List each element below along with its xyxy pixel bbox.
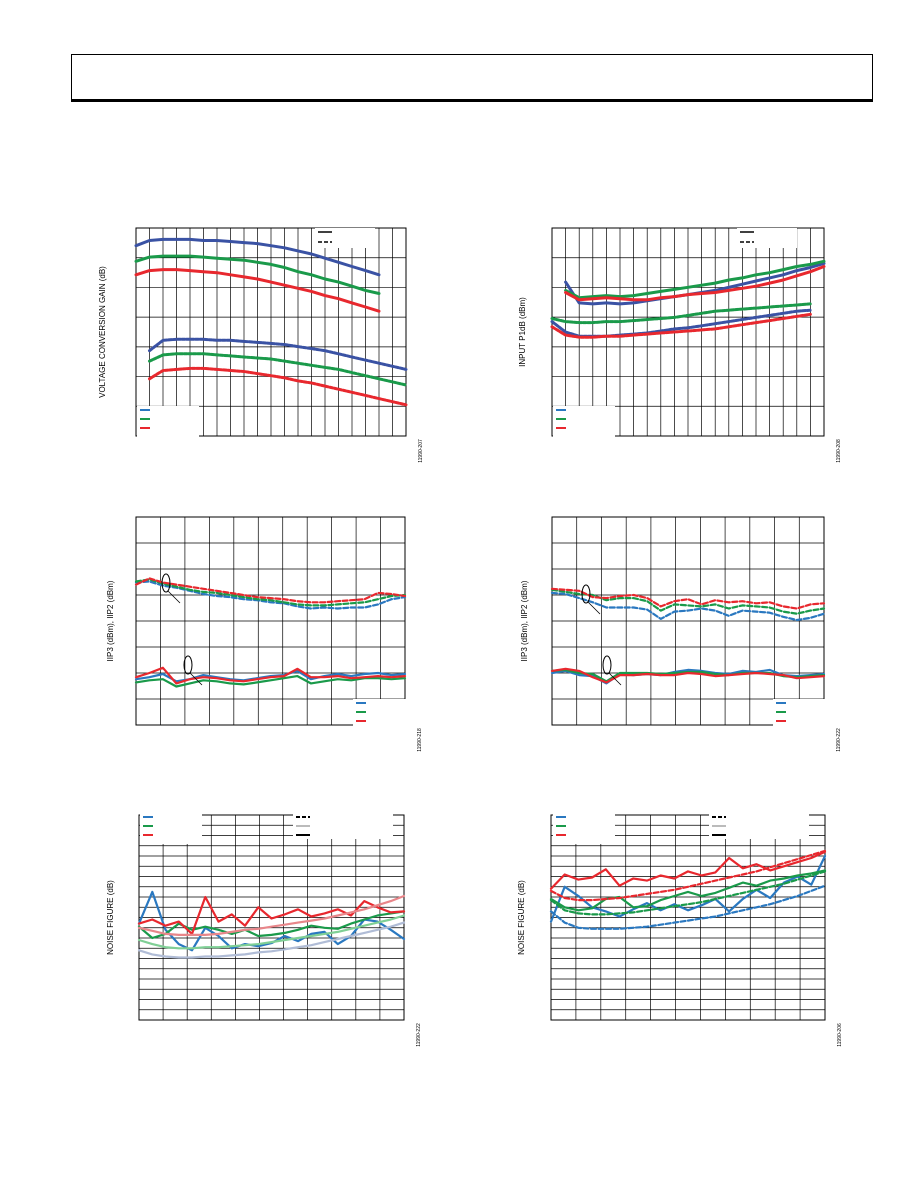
chart-6: NOISE FIGURE (dB) 11990-206: [517, 813, 843, 1047]
series-line-6: [550, 667, 826, 684]
plot-frame: [551, 516, 825, 726]
series-line-2: [134, 254, 381, 295]
plot-frame: [550, 814, 826, 1021]
figure-code: 11990-207: [418, 439, 424, 463]
annotation-ellipse: [602, 655, 612, 675]
figure-code: 11990-222: [836, 728, 842, 752]
series-line-4: [137, 894, 406, 937]
legend: [553, 813, 615, 844]
annotation-leader: [587, 601, 601, 615]
chart-4: IIP3 (dBm), IIP2 (dBm) 11990-222: [520, 516, 842, 752]
annotation-ellipse: [581, 584, 591, 604]
annotation-ellipse: [161, 573, 171, 593]
line-style-legend: [315, 228, 375, 248]
series-line-3: [564, 265, 826, 302]
legend: [553, 406, 615, 437]
y-axis-label: NOISE FIGURE (dB): [517, 880, 526, 955]
series-line-3: [137, 895, 406, 936]
series-line-6: [549, 849, 827, 902]
series-line-3: [134, 268, 381, 313]
series-line-2: [564, 259, 826, 300]
figure-code: 11990-206: [837, 1023, 843, 1047]
chart-3: IIP3 (dBm), IIP2 (dBm) 11990-218: [106, 516, 423, 752]
chart-1: VOLTAGE CONVERSION GAIN (dB) 11990-207: [98, 227, 424, 463]
series-line-4: [148, 337, 408, 371]
annotation-leader: [167, 590, 181, 604]
series-line-6: [134, 666, 407, 685]
series-line-4: [549, 884, 827, 930]
figure-code: 11990-222: [416, 1023, 422, 1047]
line-style-legend: [293, 813, 393, 839]
series-line-5: [550, 302, 812, 325]
series-line-5: [134, 674, 407, 688]
line-style-legend: [737, 228, 797, 248]
series-line-6: [148, 366, 408, 407]
chart-2: INPUT P1dB (dBm) 11990-208: [518, 227, 842, 463]
series-line-5: [137, 921, 406, 959]
series-line-3: [549, 850, 827, 890]
y-axis-label: IIP3 (dBm), IIP2 (dBm): [520, 580, 529, 661]
page-header-box: [71, 54, 873, 102]
series-line-5: [148, 352, 408, 387]
grid: [136, 228, 406, 436]
annotation-ellipse: [183, 655, 193, 675]
plot-frame: [135, 227, 407, 437]
legend: [773, 699, 835, 730]
series-line-2: [134, 578, 407, 607]
plot-frame: [138, 814, 405, 1021]
plot-frame: [135, 516, 406, 726]
y-axis-label: INPUT P1dB (dBm): [518, 297, 527, 367]
y-axis-label: VOLTAGE CONVERSION GAIN (dB): [98, 266, 107, 398]
legend: [140, 813, 202, 844]
chart-5: NOISE FIGURE (dB) 11990-222: [106, 813, 422, 1047]
plot-frame: [551, 227, 825, 437]
series-line-2: [549, 869, 827, 912]
series-line-1: [550, 591, 826, 622]
grid: [551, 815, 825, 1020]
figure-code: 11990-208: [836, 439, 842, 463]
series-line-3: [134, 577, 407, 604]
series-line-1: [549, 854, 827, 923]
legend: [353, 699, 415, 730]
series-line-3: [550, 587, 826, 610]
y-axis-label: IIP3 (dBm), IIP2 (dBm): [106, 580, 115, 661]
figure-code: 11990-218: [417, 728, 423, 752]
series-line-6: [550, 312, 812, 339]
y-axis-label: NOISE FIGURE (dB): [106, 880, 115, 955]
series-line-1: [134, 237, 381, 277]
annotation-leader: [608, 672, 622, 686]
line-style-legend: [709, 813, 809, 839]
series-line-5: [549, 870, 827, 916]
grid: [552, 517, 824, 725]
grid: [136, 517, 405, 725]
series-line-6: [137, 914, 406, 950]
legend: [137, 406, 199, 437]
annotation-leader: [189, 672, 203, 686]
